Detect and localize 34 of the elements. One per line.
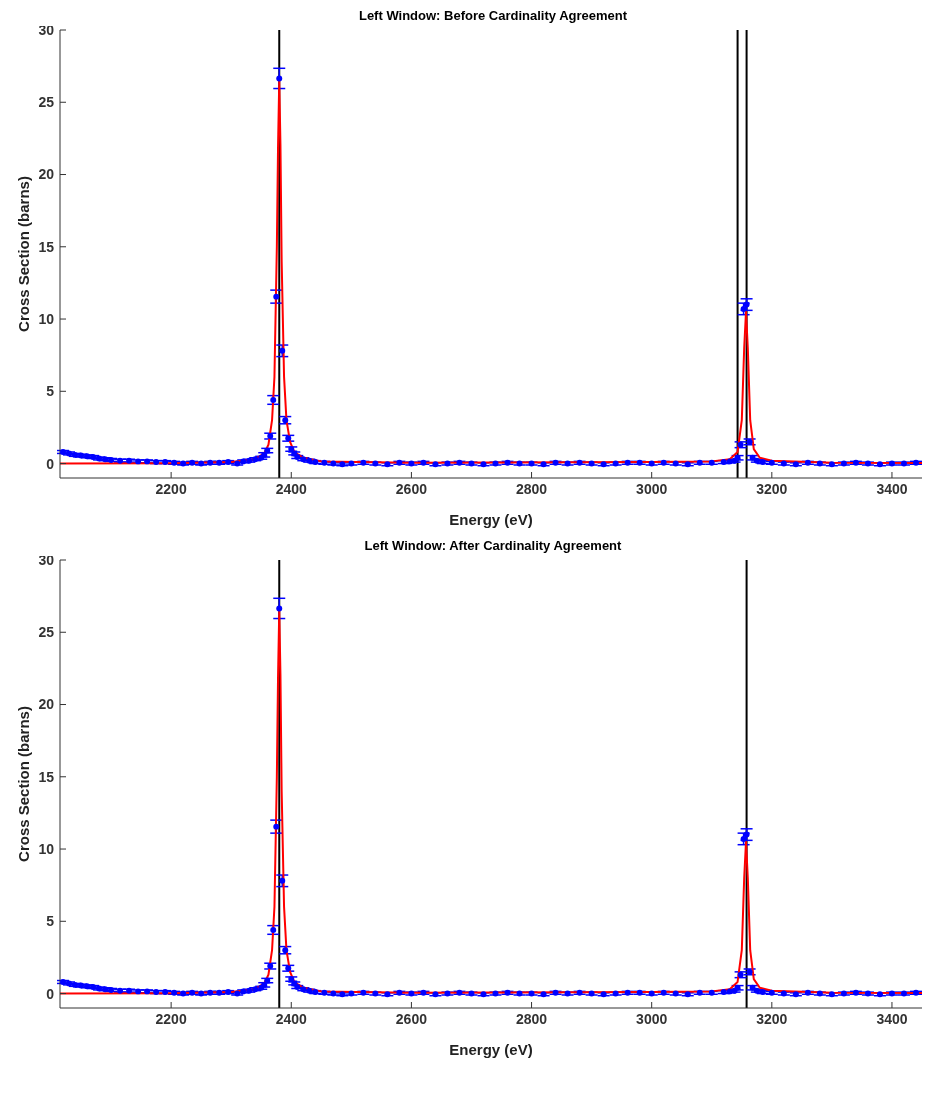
y-tick-label: 15 — [38, 768, 55, 785]
y-tick-label: 30 — [38, 21, 55, 38]
chart-title: Left Window: After Cardinality Agreement — [364, 538, 622, 553]
y-tick-label: 0 — [46, 985, 55, 1002]
x-tick-label: 2600 — [395, 480, 428, 497]
x-tick-label: 3200 — [756, 1010, 788, 1027]
y-tick-label: 20 — [38, 166, 55, 183]
y-tick-label: 15 — [38, 238, 55, 255]
x-tick-label: 2400 — [275, 1010, 308, 1027]
chart-title: Left Window: Before Cardinality Agreement — [358, 8, 628, 23]
x-axis-title: Energy (eV) — [449, 1040, 533, 1058]
x-tick-label: 2200 — [155, 480, 187, 497]
x-tick-label: 3400 — [876, 480, 908, 497]
x-tick-label: 2600 — [395, 1010, 428, 1027]
y-tick-label: 5 — [46, 913, 55, 930]
x-tick-label: 2200 — [155, 1010, 187, 1027]
y-tick-label: 30 — [38, 551, 55, 568]
x-tick-label: 2400 — [275, 480, 308, 497]
x-axis-title: Energy (eV) — [449, 510, 533, 528]
x-tick-label: 3000 — [636, 1010, 668, 1027]
x-tick-label: 2800 — [515, 1010, 548, 1027]
y-axis-title: Cross Section (barns) — [15, 176, 33, 332]
y-tick-label: 25 — [38, 94, 55, 111]
y-tick-label: 5 — [46, 383, 55, 400]
y-tick-label: 10 — [38, 311, 55, 327]
y-tick-label: 0 — [46, 455, 55, 472]
y-tick-label: 25 — [38, 624, 55, 641]
x-tick-label: 3200 — [756, 480, 788, 497]
y-axis-title: Cross Section (barns) — [15, 706, 33, 862]
x-tick-label: 3400 — [876, 1010, 908, 1027]
x-tick-label: 2800 — [515, 480, 548, 497]
y-tick-label: 10 — [38, 841, 55, 857]
x-tick-label: 3000 — [636, 480, 668, 497]
y-tick-label: 20 — [38, 696, 55, 713]
